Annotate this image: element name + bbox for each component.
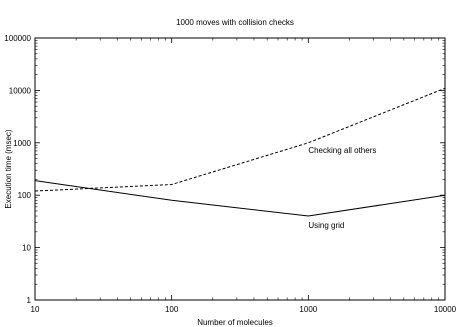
series-layer (34, 87, 446, 217)
x-tick-label: 100 (165, 305, 179, 314)
y-axis-title: Execution time (msec) (4, 129, 13, 208)
series-line-checking-all-others (34, 87, 446, 192)
series-label: Using grid (308, 221, 344, 230)
y-tick-label: 10000 (9, 86, 32, 95)
x-tick-label: 1000 (299, 305, 317, 314)
y-tick-label: 1 (27, 296, 32, 305)
y-tick-label: 1000 (13, 139, 31, 148)
series-annotations: Checking all others Using grid (308, 146, 376, 230)
y-tick-label: 100000 (4, 34, 31, 43)
x-axis-title: Number of molecules (197, 318, 273, 327)
x-tick-label: 10 (31, 305, 40, 314)
series-label: Checking all others (308, 146, 376, 155)
series-line-using-grid (34, 180, 446, 217)
x-tick-label: 10000 (434, 305, 456, 314)
chart-title: 1000 moves with collision checks (176, 18, 294, 27)
plot-frame (34, 37, 446, 301)
y-tick-label: 10 (22, 244, 31, 253)
y-tick-label: 100 (18, 191, 32, 200)
